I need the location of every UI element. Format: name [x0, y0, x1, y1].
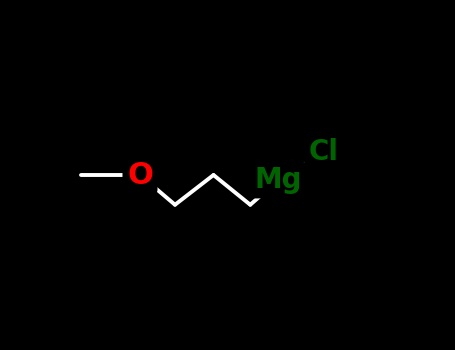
- Text: Mg: Mg: [254, 166, 302, 194]
- Text: Cl: Cl: [309, 138, 339, 166]
- Text: O: O: [127, 161, 153, 189]
